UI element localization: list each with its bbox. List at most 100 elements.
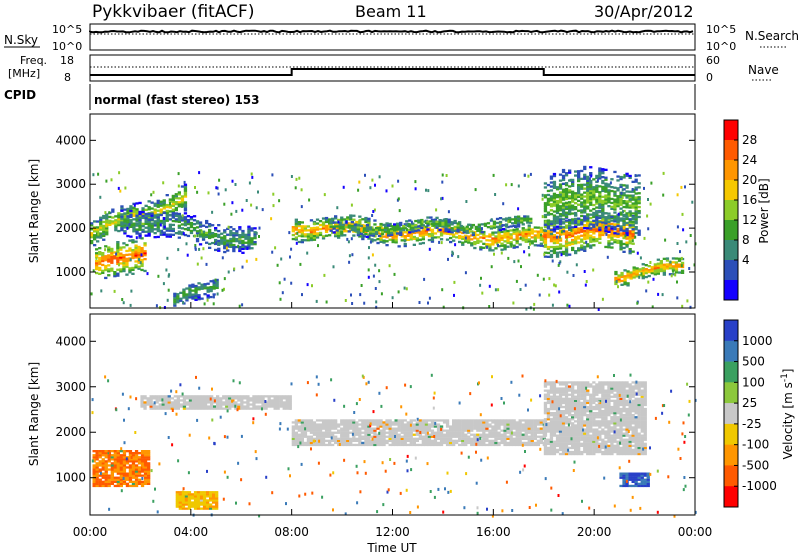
velocity-cell: [182, 399, 187, 402]
velocity-cell: [512, 437, 516, 440]
power-cell: [138, 212, 142, 216]
power-cell: [241, 247, 245, 250]
power-cell: [171, 204, 175, 207]
power-cell: [132, 230, 136, 233]
power-cell: [552, 200, 557, 203]
velocity-cell: [92, 454, 96, 457]
power-cell: [574, 240, 578, 243]
velocity-cell: [279, 405, 283, 408]
velocity-cell: [300, 441, 304, 445]
power-cell: [586, 231, 590, 234]
velocity-cell: [194, 397, 199, 400]
velocity-cell: [524, 431, 528, 434]
velocity-cell: [147, 456, 151, 459]
power-cell: [177, 230, 181, 233]
velocity-cell: [512, 439, 516, 442]
power-cell: [649, 202, 652, 206]
power-cell: [625, 217, 629, 221]
power-cell: [440, 197, 443, 201]
power-cell: [165, 203, 169, 207]
velocity-cell: [337, 423, 341, 426]
velocity-cell: [309, 423, 314, 426]
power-cell: [350, 221, 354, 224]
velocity-cell: [343, 419, 347, 422]
power-cell: [613, 220, 617, 223]
power-cell: [168, 229, 172, 232]
velocity-cell: [246, 401, 250, 404]
power-cell: [552, 249, 557, 253]
power-cell: [595, 220, 598, 224]
power-cell: [168, 204, 172, 207]
velocity-cell: [140, 460, 145, 463]
power-cell: [427, 227, 432, 230]
power-cell: [555, 225, 560, 228]
power-cell: [421, 228, 425, 231]
power-cell: [574, 251, 578, 255]
power-cell: [610, 234, 614, 237]
power-cell: [111, 216, 115, 219]
power-cell: [105, 215, 109, 218]
velocity-cell: [273, 399, 277, 402]
velocity-cell: [355, 437, 359, 440]
power-cell: [625, 186, 629, 189]
velocity-cell: [515, 431, 519, 434]
velocity-cell: [491, 439, 495, 442]
power-cell: [108, 221, 112, 224]
velocity-cell: [494, 435, 498, 438]
power-cell: [111, 220, 115, 223]
velocity-cell: [187, 507, 192, 510]
velocity-cell: [110, 482, 114, 485]
velocity-cell: [309, 439, 314, 442]
power-cell: [649, 261, 652, 264]
velocity-cell: [216, 403, 220, 406]
power-cell: [529, 172, 532, 176]
velocity-cell: [476, 423, 480, 426]
power-cell: [495, 221, 500, 225]
power-cell: [635, 267, 639, 270]
power-cell: [577, 241, 581, 244]
velocity-cell: [409, 433, 413, 436]
velocity-cell: [158, 397, 162, 400]
velocity-cell: [137, 456, 142, 459]
power-cell: [592, 232, 596, 235]
velocity-cell: [442, 439, 447, 442]
velocity-cell: [300, 439, 304, 442]
power-cell: [580, 177, 584, 180]
velocity-cell: [282, 403, 286, 406]
velocity-cell: [424, 437, 429, 440]
power-cell: [511, 222, 515, 225]
power-cell: [340, 234, 344, 237]
velocity-cell: [187, 503, 192, 506]
velocity-cell: [187, 495, 192, 498]
velocity-cell: [546, 407, 551, 411]
velocity-cell: [321, 433, 326, 436]
velocity-cell: [210, 405, 214, 408]
velocity-cell: [312, 441, 317, 445]
station-title: Pykkvibaer (fitACF): [92, 2, 254, 22]
power-cell: [574, 211, 578, 215]
power-cell: [438, 240, 441, 244]
power-cell: [110, 255, 114, 258]
power-cell: [138, 234, 142, 237]
power-cell: [364, 216, 368, 220]
power-cell: [601, 189, 605, 193]
power-cell: [95, 248, 99, 251]
power-cell: [536, 273, 539, 277]
velocity-cell: [373, 435, 377, 438]
velocity-cell: [143, 397, 147, 400]
power-cell: [427, 189, 430, 193]
velocity-cell: [191, 407, 196, 410]
velocity-cell: [521, 425, 525, 428]
power-cell: [564, 236, 569, 239]
power-cell: [467, 235, 471, 238]
power-cell: [552, 202, 557, 205]
power-cell: [147, 214, 151, 217]
velocity-cell: [367, 419, 371, 422]
power-cell: [165, 211, 169, 215]
velocity-cell: [318, 433, 323, 436]
power-cell: [583, 209, 587, 212]
velocity-cell: [473, 425, 477, 428]
velocity-cell: [199, 503, 204, 506]
velocity-cell: [385, 419, 389, 422]
power-cell: [444, 227, 448, 231]
